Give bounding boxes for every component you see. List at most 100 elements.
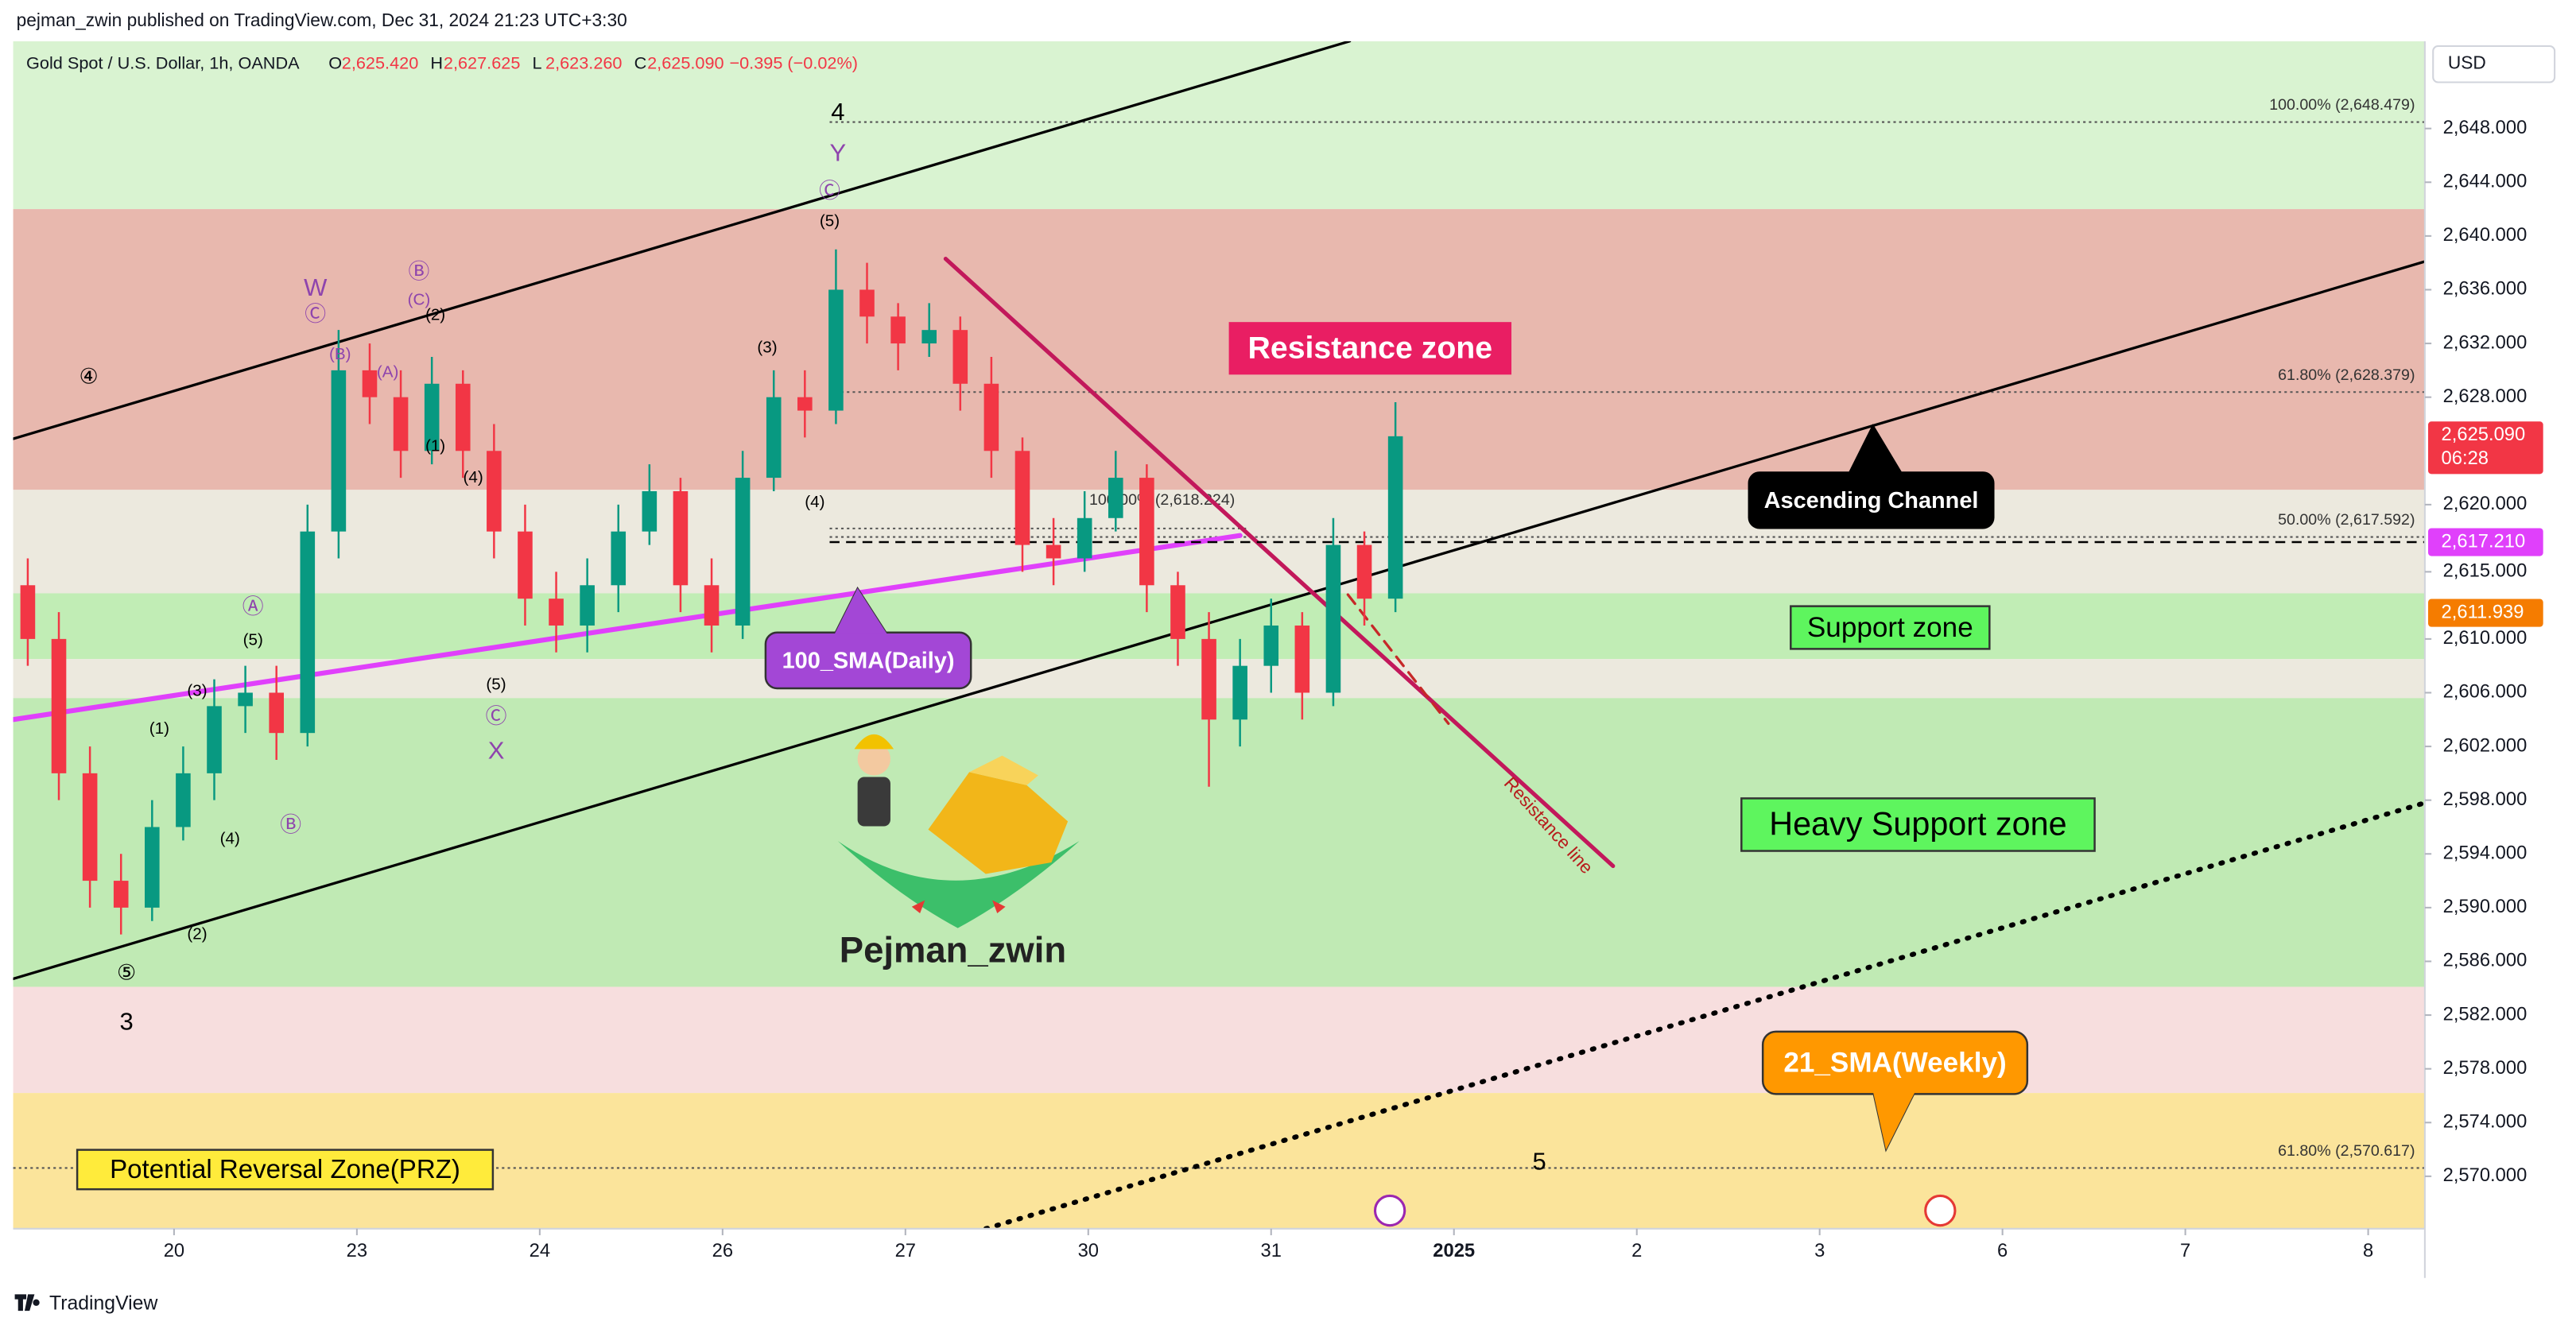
candle-body (113, 881, 129, 908)
wave-label: (5) (486, 675, 506, 693)
x-tick-label: 23 (347, 1240, 367, 1261)
wave-label: (2) (425, 305, 445, 324)
wave-label: Ⓑ (280, 813, 301, 837)
candle-body (1325, 544, 1341, 693)
x-tick-label: 3 (1814, 1240, 1825, 1261)
zone (13, 593, 2425, 660)
y-tick-label: 2,628.000 (2443, 386, 2528, 407)
callout-box (1748, 471, 1995, 529)
wave-label: W (304, 273, 328, 301)
plot-area: 100.00% (2,648.479) 61.80% (2,628.379) 50.… (13, 41, 2425, 1229)
currency[interactable]: USD (2448, 52, 2486, 73)
y-tick-label: 2,598.000 (2443, 788, 2528, 810)
y-tick-label: 2,636.000 (2443, 278, 2528, 300)
wave-label: Pejman_zwin (840, 930, 1066, 971)
mascot-body (857, 777, 890, 827)
candle-body (331, 370, 347, 532)
callout: Ascending Channel (1748, 424, 1995, 529)
price-label-box (2428, 599, 2543, 627)
candle-body (362, 370, 378, 397)
event-icon[interactable] (1373, 1194, 1406, 1227)
y-tick-label: 2,606.000 (2443, 681, 2528, 703)
wave-label: (C) (408, 291, 431, 309)
candle-body (1356, 544, 1372, 599)
x-tick-label: 2025 (1433, 1240, 1475, 1261)
candle-body (20, 585, 36, 639)
wave-label: (3) (757, 339, 777, 357)
callout: Potential Reversal Zone(PRZ) (76, 1149, 495, 1191)
ohlc-key: C (634, 52, 647, 72)
wave-label: (2) (187, 924, 207, 943)
ohlc-value: 2,625.090 (647, 52, 724, 72)
callout-text: Heavy Support zone (1769, 805, 2066, 842)
mascot-helmet (854, 734, 894, 750)
candle-body (238, 692, 253, 707)
ohlc-value: 2,623.260 (545, 52, 622, 72)
trend-line (13, 260, 2425, 981)
candle-body (487, 451, 502, 532)
candle-body (1046, 544, 1061, 559)
candle-body (145, 827, 160, 908)
price-label-box (2428, 421, 2543, 475)
callout-text: Resistance zone (1248, 331, 1493, 366)
ohlc-key: L (532, 52, 541, 72)
event-icon[interactable] (1924, 1194, 1957, 1227)
wave-label: ⑤ (117, 961, 136, 985)
callout: Heavy Support zone (1740, 797, 2096, 852)
candle-body (890, 316, 906, 344)
callout-text: Support zone (1807, 612, 1973, 643)
trend-line (13, 533, 1243, 723)
wave-label: (5) (820, 212, 840, 231)
candle-body (300, 531, 316, 734)
trend-line (943, 257, 1616, 869)
callout-text: Potential Reversal Zone(PRZ) (110, 1155, 460, 1184)
price-label-countdown: 06:28 (2442, 448, 2489, 469)
mascot-leaf (837, 841, 1080, 928)
ohlc-value: 2,625.420 (342, 52, 418, 72)
candle-body (1294, 625, 1310, 693)
candle-body (921, 330, 937, 344)
wave-label: 4 (831, 98, 844, 126)
wave-label: (3) (187, 682, 207, 700)
published-line: pejman_zwin published on TradingView.com… (17, 10, 627, 30)
zone (13, 986, 2425, 1094)
wave-label: (A) (377, 363, 399, 382)
wave-label: Ⓑ (408, 259, 429, 283)
x-tick-label: 27 (895, 1240, 916, 1261)
candle-body (51, 638, 67, 773)
currency-box[interactable] (2432, 45, 2556, 83)
y-tick-label: 2,582.000 (2443, 1003, 2528, 1025)
callout: Support zone (1790, 605, 1991, 650)
callout-pointer-fill (1848, 424, 1903, 474)
wave-label: Y (829, 139, 846, 167)
candle-body (1139, 478, 1154, 586)
y-tick-label: 2,570.000 (2443, 1164, 2528, 1186)
candle-body (393, 397, 409, 451)
candle-body (1387, 436, 1403, 599)
wave-label: (5) (243, 630, 263, 649)
zone (13, 209, 2425, 490)
zone (13, 41, 2425, 210)
mascot-head (857, 742, 890, 776)
y-tick-label: 2,632.000 (2443, 331, 2528, 353)
x-tick-label: 20 (164, 1240, 184, 1261)
y-tick-label: 2,590.000 (2443, 896, 2528, 917)
price-label-box (2428, 528, 2543, 556)
callout-text: 100_SMA(Daily) (782, 649, 955, 674)
candle-body (580, 585, 595, 626)
price-label: 2,625.090 (2442, 424, 2526, 445)
wave-label: (B) (329, 345, 351, 363)
candle-body (735, 478, 751, 626)
candle-body (82, 773, 98, 881)
candle-body (1108, 478, 1123, 518)
candle-body (766, 397, 782, 479)
callout-text: Ascending Channel (1764, 488, 1979, 513)
wave-label: Ⓒ (486, 704, 507, 728)
brand: TradingView (49, 1292, 157, 1314)
wave-label: Ⓒ (819, 179, 840, 203)
ohlc-key: O (328, 52, 342, 72)
y-tick-label: 2,648.000 (2443, 117, 2528, 138)
candle-body (797, 397, 813, 411)
candle-body (549, 599, 564, 626)
